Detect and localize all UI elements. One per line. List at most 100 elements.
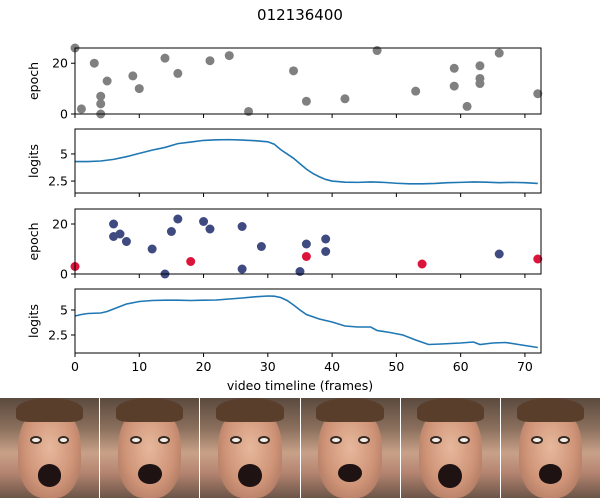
panel-3: 0 20 epoch <box>26 208 543 282</box>
plot-frame <box>74 288 542 354</box>
video-frame <box>0 398 100 498</box>
frame-eye <box>458 436 471 444</box>
data-point <box>475 79 485 89</box>
video-filmstrip <box>0 398 600 498</box>
plot-frame <box>74 208 542 275</box>
frame-eye <box>157 436 170 444</box>
data-point <box>372 46 382 56</box>
data-point <box>121 237 131 246</box>
data-point <box>134 84 144 94</box>
frame-mouth <box>538 464 563 484</box>
y-tick-label: 2.5 <box>48 174 68 189</box>
data-point <box>301 252 311 261</box>
frame-eye <box>530 436 543 444</box>
frame-eye <box>230 436 242 444</box>
x-tick-label: 70 <box>517 359 533 374</box>
y-axis-label: epoch <box>26 62 41 100</box>
video-frame <box>100 398 200 498</box>
data-point <box>321 247 331 256</box>
frame-mouth <box>438 464 463 488</box>
panel-4: 2.5 5 logits 0 10 20 30 40 50 60 70 <box>26 288 542 374</box>
data-point <box>256 242 266 251</box>
data-point <box>289 66 299 76</box>
video-frame <box>200 398 300 498</box>
data-point <box>160 53 170 63</box>
frame-eye <box>29 436 42 444</box>
frame-mouth <box>338 464 362 483</box>
data-point <box>166 227 176 236</box>
y-tick-label: 20 <box>52 56 68 71</box>
data-point <box>128 71 138 81</box>
data-point <box>449 63 459 73</box>
data-point <box>475 61 485 71</box>
video-frame <box>400 398 500 498</box>
data-point <box>224 51 234 61</box>
data-point <box>533 254 543 264</box>
y-axis-label: logits <box>26 304 41 338</box>
data-point <box>494 249 504 259</box>
frame-hair <box>516 398 585 422</box>
x-tick-label: 30 <box>260 359 276 374</box>
panel-2: 2.5 5 logits <box>26 128 542 197</box>
data-point <box>102 76 112 86</box>
data-point <box>301 96 311 106</box>
frame-mouth <box>238 464 262 487</box>
frame-hair <box>216 398 284 422</box>
data-point <box>89 58 99 68</box>
frame-hair <box>316 398 384 422</box>
data-point <box>244 106 254 116</box>
data-point <box>417 259 427 269</box>
chart-figure: 012136400 0 20 epoch 2.5 5 logits 0 20 epoch 2.5 5… <box>26 6 543 393</box>
y-tick-label: 5 <box>60 146 68 161</box>
frame-eye <box>257 436 270 444</box>
data-point <box>494 48 504 58</box>
frame-eye <box>558 436 571 444</box>
video-frame <box>300 398 400 498</box>
x-tick-label: 40 <box>324 359 340 374</box>
data-point <box>462 101 472 111</box>
y-tick-label: 0 <box>60 107 68 122</box>
plot-frame <box>74 47 542 115</box>
data-point <box>109 219 119 229</box>
x-tick-label: 10 <box>131 359 147 374</box>
frame-eye <box>358 436 370 444</box>
frame-eye <box>430 436 443 444</box>
data-point <box>321 234 331 244</box>
y-tick-label: 2.5 <box>48 328 68 343</box>
y-tick-label: 5 <box>60 303 68 318</box>
data-point <box>96 99 106 109</box>
y-axis-label: epoch <box>26 222 41 260</box>
data-point <box>115 229 125 239</box>
x-tick-label: 0 <box>71 359 79 374</box>
x-tick-label: 60 <box>453 359 469 374</box>
plot-frame <box>74 128 542 194</box>
frame-hair <box>416 398 484 422</box>
data-point <box>237 222 247 231</box>
y-tick-label: 20 <box>52 217 68 232</box>
frame-hair <box>15 398 84 422</box>
data-point <box>411 86 421 96</box>
data-point <box>449 81 459 91</box>
data-point <box>96 91 106 101</box>
x-tick-label: 20 <box>196 359 212 374</box>
data-point <box>295 267 305 276</box>
x-tick-label: 50 <box>388 359 404 374</box>
data-point <box>533 89 543 99</box>
frame-eye <box>57 436 70 444</box>
data-point <box>76 104 86 114</box>
panel-1: 0 20 epoch <box>26 43 543 122</box>
data-point <box>205 224 215 234</box>
x-axis-label: video timeline (frames) <box>227 378 373 393</box>
data-point <box>205 56 215 66</box>
data-point <box>340 94 350 104</box>
data-point <box>237 264 247 274</box>
frame-eye <box>129 436 142 444</box>
y-tick-label: 0 <box>60 267 68 282</box>
data-point <box>173 214 183 224</box>
video-frame <box>500 398 600 498</box>
figure-title: 012136400 <box>257 6 343 24</box>
y-axis-label: logits <box>26 144 41 178</box>
data-point <box>173 68 183 78</box>
series-line <box>74 295 538 349</box>
frame-hair <box>116 398 184 422</box>
